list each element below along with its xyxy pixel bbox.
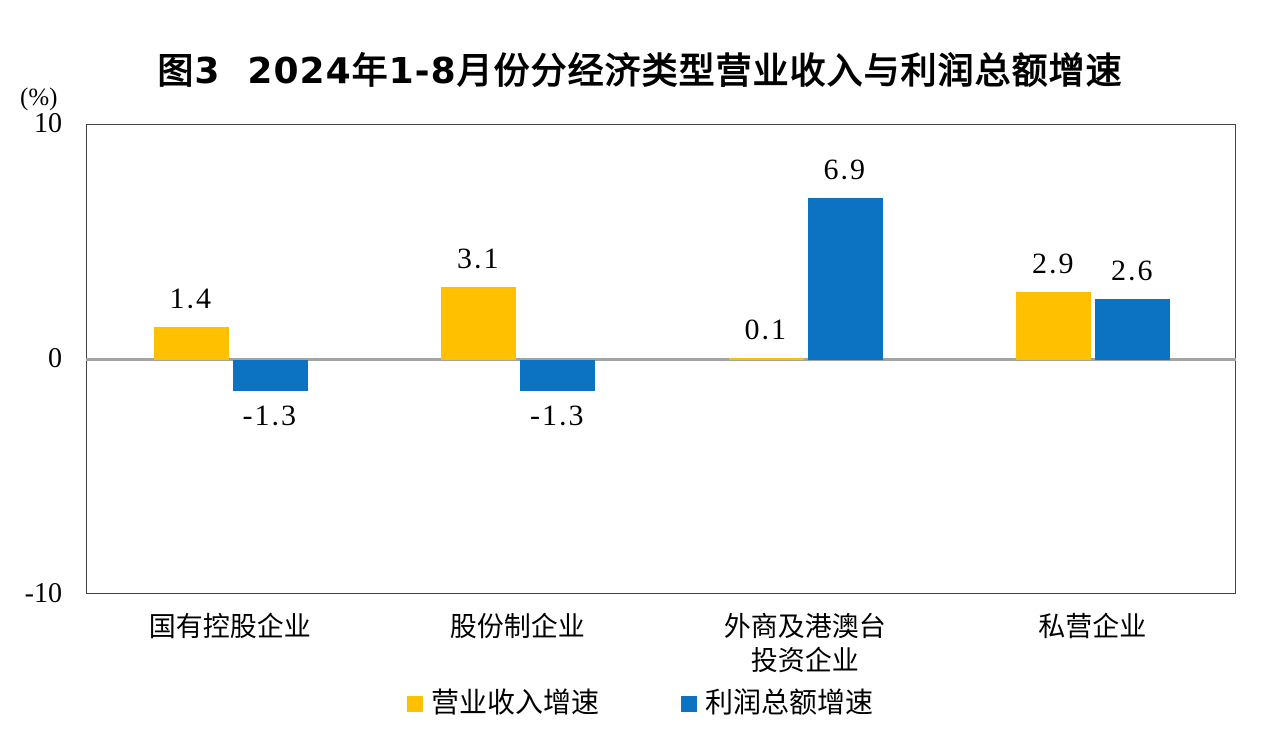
- y-tick-label: 0: [48, 343, 62, 374]
- bar: [441, 287, 517, 360]
- bar-value-label: 3.1: [457, 242, 501, 276]
- bar-value-label: -1.3: [530, 398, 586, 432]
- x-axis-category-label: 私营企业: [1038, 612, 1147, 642]
- legend-item: 营业收入增速: [406, 688, 599, 720]
- legend-series-label: 营业收入增速: [430, 688, 599, 719]
- bar-value-label: 1.4: [169, 282, 213, 316]
- bar-value-label: 2.9: [1032, 246, 1076, 280]
- bar: [1016, 291, 1092, 360]
- x-axis-category-label: 股份制企业: [449, 612, 585, 642]
- bar-value-label: 2.6: [1111, 253, 1155, 287]
- bar: [728, 357, 804, 360]
- y-tick-label: -10: [24, 578, 62, 609]
- bar: [807, 197, 883, 360]
- bar: [232, 360, 308, 391]
- bar-value-label: 6.9: [823, 152, 867, 186]
- bar: [520, 360, 596, 391]
- bar-value-label: 0.1: [744, 312, 788, 346]
- legend-color-swatch-icon: [681, 696, 697, 712]
- chart-title: 图3 2024年1-8月份分经济类型营业收入与利润总额增速: [157, 51, 1123, 92]
- bar: [1095, 298, 1171, 360]
- legend-item: 利润总额增速: [681, 688, 873, 720]
- y-tick-label: 10: [34, 108, 62, 139]
- x-axis-category-label: 外商及港澳台 投资企业: [723, 612, 886, 676]
- legend: 营业收入增速 利润总额增速: [0, 688, 1280, 720]
- legend-color-swatch-icon: [406, 696, 423, 712]
- x-axis-category-label: 国有控股企业: [148, 612, 311, 642]
- y-axis-unit-label: (%): [20, 84, 58, 111]
- zero-gridline: [86, 358, 1236, 361]
- legend-series-label: 利润总额增速: [705, 688, 874, 719]
- bar-value-label: -1.3: [242, 398, 298, 432]
- bar: [153, 327, 229, 360]
- plot-area: 1.4 -1.3 3.1 -1.3 0.1 6.9 2.9 2.6: [86, 124, 1236, 594]
